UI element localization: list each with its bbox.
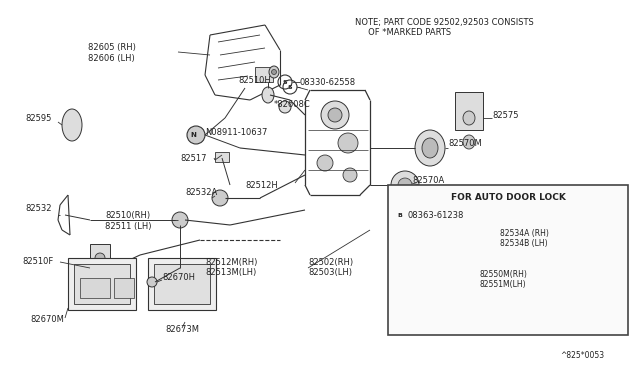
Ellipse shape [317,155,333,171]
Ellipse shape [279,101,291,113]
Text: 82511 (LH): 82511 (LH) [105,221,152,231]
Text: 82595: 82595 [25,113,51,122]
Text: NOTE; PART CODE 92502,92503 CONSISTS
     OF *MARKED PARTS: NOTE; PART CODE 92502,92503 CONSISTS OF … [355,18,534,38]
Text: 82551M(LH): 82551M(LH) [480,280,527,289]
Text: 82510(RH): 82510(RH) [105,211,150,219]
Text: 82606 (LH): 82606 (LH) [88,54,135,62]
Text: 82534B (LH): 82534B (LH) [500,238,548,247]
Bar [80,278,110,298]
Text: 08363-61238: 08363-61238 [408,211,465,219]
Text: N: N [190,132,196,138]
Bar [148,258,216,310]
Ellipse shape [62,109,82,141]
Ellipse shape [398,178,412,192]
Ellipse shape [343,168,357,182]
Text: 82532: 82532 [25,203,51,212]
Bar [255,67,273,82]
Text: 82510F: 82510F [22,257,53,266]
Bar [154,264,210,304]
Bar [455,92,483,130]
Ellipse shape [328,108,342,122]
Ellipse shape [271,70,276,74]
Bar [114,278,134,298]
Text: 82513M(LH): 82513M(LH) [205,269,256,278]
Text: S: S [283,80,287,84]
Text: 82570M: 82570M [448,138,482,148]
Text: 82512H: 82512H [245,180,278,189]
Text: N08911-10637: N08911-10637 [205,128,268,137]
Ellipse shape [463,111,475,125]
Text: 82575: 82575 [492,110,518,119]
Text: 82605 (RH): 82605 (RH) [88,42,136,51]
Text: 82534A (RH): 82534A (RH) [500,228,549,237]
Ellipse shape [463,135,475,149]
Ellipse shape [269,66,279,78]
Ellipse shape [172,212,188,228]
Text: 82512M(RH): 82512M(RH) [205,257,257,266]
Bar [74,264,130,304]
Text: 82550M(RH): 82550M(RH) [480,270,528,279]
Ellipse shape [444,299,456,311]
Text: 82532A: 82532A [185,187,217,196]
Text: FOR AUTO DOOR LOCK: FOR AUTO DOOR LOCK [451,193,565,202]
Text: ^825*0053: ^825*0053 [560,351,604,360]
Ellipse shape [422,138,438,158]
Text: 82510H: 82510H [238,76,271,84]
Text: 82673M: 82673M [165,326,199,334]
Ellipse shape [95,269,105,279]
Bar [68,258,136,310]
Text: 82570A: 82570A [412,176,444,185]
Ellipse shape [147,277,157,287]
Bar [440,306,470,320]
Text: *82608C: *82608C [274,99,311,109]
Ellipse shape [95,253,105,263]
Ellipse shape [212,190,228,206]
Text: B: B [397,212,403,218]
Bar [90,244,110,270]
Ellipse shape [187,126,205,144]
Ellipse shape [262,87,274,103]
Ellipse shape [413,242,423,252]
Bar [388,185,628,335]
Text: 82517: 82517 [180,154,207,163]
Ellipse shape [321,101,349,129]
Ellipse shape [338,133,358,153]
Text: 82670H: 82670H [162,273,195,282]
Text: S: S [288,84,292,90]
Ellipse shape [455,310,465,320]
Text: 82502(RH): 82502(RH) [308,257,353,266]
Bar [215,152,229,162]
Text: 08330-62558: 08330-62558 [300,77,356,87]
Ellipse shape [415,130,445,166]
Text: 82670M: 82670M [30,315,64,324]
Ellipse shape [391,171,419,199]
Text: 82503(LH): 82503(LH) [308,269,352,278]
